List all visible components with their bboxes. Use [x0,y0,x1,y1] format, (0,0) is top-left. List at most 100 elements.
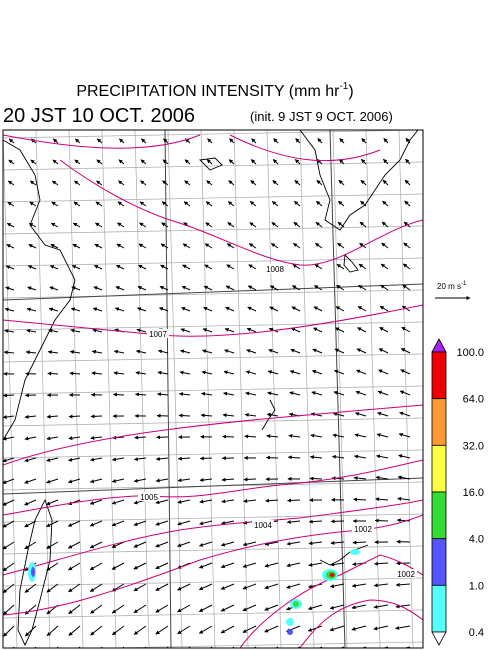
wind-arrow [376,433,389,438]
colorbar-under [431,631,447,646]
wind-arrow [177,520,191,526]
wind-arrow [400,369,411,375]
wind-arrow [69,371,81,376]
wind-arrow [361,138,367,144]
wind-arrow [286,562,301,568]
wind-arrow [201,370,213,375]
colorbar-label: 16.0 [463,487,484,499]
wind-arrow [339,138,345,144]
wind-arrow [117,201,125,207]
wind-arrow [286,519,301,524]
wind-arrow [329,604,345,610]
grid-line [3,417,423,427]
wind-arrow [134,435,147,440]
wind-arrow [397,475,411,480]
wind-arrow [177,625,191,635]
wind-arrow [223,370,235,375]
wind-arrow [227,201,235,207]
wind-arrow [314,285,323,291]
wind-arrow [140,180,147,186]
wind-arrow [4,307,15,312]
wind-arrow [198,625,213,634]
wind-arrow [46,562,59,571]
wind-arrow [3,562,15,572]
wind-arrow [354,433,367,438]
wind-arrow [381,221,389,228]
isobar-label: 1007 [149,330,167,339]
wind-arrow [226,243,235,249]
wind-arrow [316,179,323,186]
wind-arrow [310,412,323,417]
wind-arrow [90,604,103,614]
wind-arrow [273,138,279,144]
wind-arrow [133,478,147,483]
valid-time: 20 JST 10 OCT. 2006 [3,105,195,127]
wind-arrow [6,244,15,249]
colorbar-label: 32.0 [463,440,484,452]
wind-arrow [89,562,103,571]
wind-arrow [113,371,125,376]
grid-line [3,225,423,235]
grid-line [68,130,84,648]
wind-arrow [265,498,279,503]
wind-arrow [111,541,125,548]
wind-arrow [246,327,257,333]
isobar [299,599,423,648]
major-grid-line [3,283,423,301]
colorbar-over [431,338,447,353]
wind-arrow [30,138,37,144]
wind-arrow [68,414,81,419]
wind-arrow [250,159,257,165]
grid-line [3,353,423,363]
wind-arrow [357,327,367,333]
wind-arrow [295,138,301,144]
wind-arrow [205,201,213,207]
wind-arrow [225,306,235,312]
wind-arrow [264,583,279,590]
wind-arrow [89,541,103,549]
isobar [229,134,381,162]
wind-arrow [399,390,411,396]
wind-arrow [111,499,125,505]
wind-arrow [271,201,279,207]
wind-arrow [220,625,235,634]
wind-arrow [382,179,389,186]
wind-arrow [24,436,37,441]
wind-arrow [3,457,15,463]
wind-arrow [24,583,37,593]
wind-arrow [395,625,411,630]
wind-arrow [404,200,411,207]
wind-arrow [155,562,169,570]
wind-arrow [335,327,345,333]
wind-arrow [293,221,301,228]
wind-arrow [221,499,235,504]
wind-arrow [336,263,345,270]
grid-line [200,130,216,648]
wind-arrow [373,625,389,631]
vector-scale-text: 20 m s [437,282,461,291]
wind-arrow [312,348,323,354]
wind-arrow [74,159,81,165]
wind-arrow [221,477,235,482]
grid-line [3,321,423,331]
wind-arrow [72,222,81,228]
wind-arrow [177,499,191,504]
isobar [3,459,423,516]
wind-arrow [90,625,103,636]
wind-arrow [158,307,169,312]
precipitation [329,573,335,577]
wind-arrow [264,625,279,633]
wind-arrow [378,348,389,354]
wind-arrow [24,541,37,550]
wind-arrow [24,604,37,615]
wind-arrow [290,348,301,354]
wind-arrow [46,436,59,441]
wind-arrow [24,499,37,506]
wind-arrow [177,456,191,461]
vector-scale-exponent: -1 [461,281,467,287]
isobar [3,134,201,149]
wind-arrow [68,604,81,615]
wind-arrow [133,604,147,614]
wind-arrow [155,604,169,613]
wind-arrow [382,200,389,207]
